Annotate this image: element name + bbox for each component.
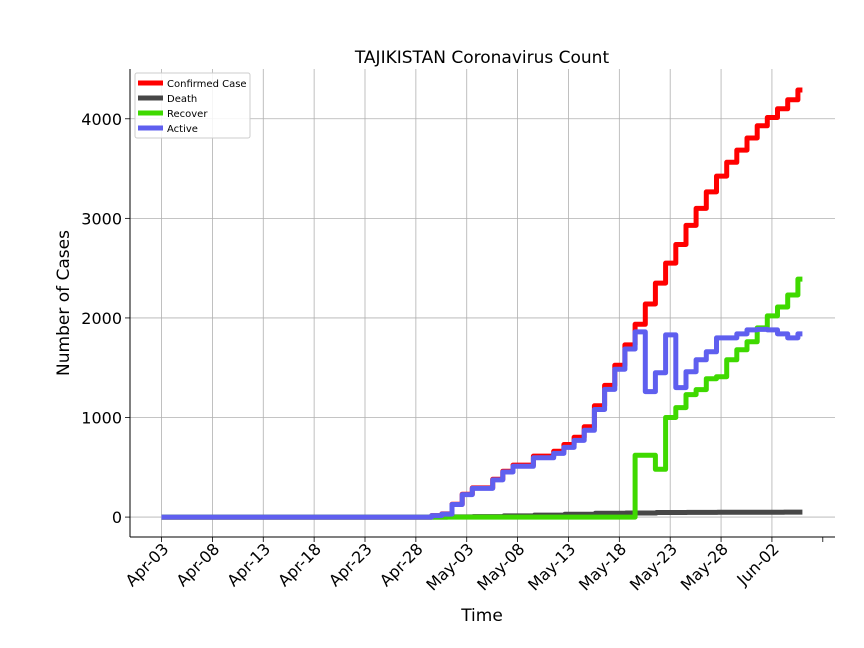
x-tick-label: Apr-23 [325,539,376,590]
legend-label-active: Active [167,124,198,135]
series-layer [161,87,803,520]
x-axis-label: Time [460,606,503,626]
x-tick-label: May-18 [575,539,630,594]
y-tick-label: 3000 [81,209,122,228]
legend-label-recover: Recover [167,109,208,120]
y-tick-label: 4000 [81,110,122,129]
x-tick-label: Apr-13 [223,539,274,590]
x-tick-label: May-03 [422,539,477,594]
x-tick-label: May-13 [524,539,579,594]
y-tick-label: 1000 [81,409,122,428]
series-line-confirmed-case [161,87,803,520]
y-tick-label: 2000 [81,309,122,328]
x-tick-label: May-23 [626,539,681,594]
series-line-recover [161,276,803,520]
legend-label-confirmed-case: Confirmed Case [167,79,247,90]
x-tick-label: Apr-28 [376,539,427,590]
y-axis-label: Number of Cases [54,230,74,376]
x-tick-label: Apr-08 [172,539,223,590]
x-tick-label: May-28 [677,539,732,594]
axes [129,69,835,538]
x-tick-label: May-08 [473,539,528,594]
x-tick-label: Apr-18 [274,539,325,590]
y-tick-label: 0 [112,508,122,527]
x-tick-label: Apr-03 [122,539,173,590]
x-tick-label: Jun-02 [732,539,782,589]
series-line-active [161,326,803,520]
grid [130,69,835,537]
legend-box [134,72,251,139]
chart-title: TAJIKISTAN Coronavirus Count [354,48,610,68]
legend-label-death: Death [167,94,197,105]
legend: Confirmed Case Death Recover Active [134,72,251,139]
